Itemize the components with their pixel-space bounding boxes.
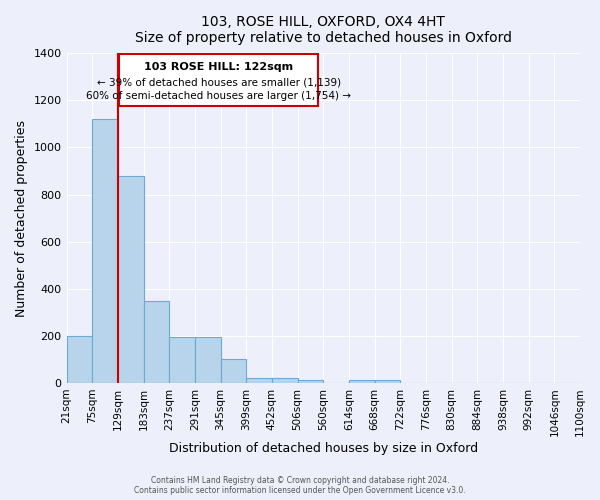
Bar [298,380,323,383]
Text: ← 39% of detached houses are smaller (1,139): ← 39% of detached houses are smaller (1,… [97,78,341,88]
FancyBboxPatch shape [119,54,318,106]
Text: 103 ROSE HILL: 122sqm: 103 ROSE HILL: 122sqm [144,62,293,72]
Bar [118,176,143,383]
Bar [169,337,195,383]
Title: 103, ROSE HILL, OXFORD, OX4 4HT
Size of property relative to detached houses in : 103, ROSE HILL, OXFORD, OX4 4HT Size of … [135,15,512,45]
Bar [92,119,118,383]
Bar [374,380,400,383]
X-axis label: Distribution of detached houses by size in Oxford: Distribution of detached houses by size … [169,442,478,455]
Bar [143,300,169,383]
Y-axis label: Number of detached properties: Number of detached properties [15,120,28,316]
Bar [272,378,298,383]
Bar [349,380,374,383]
Bar [221,360,246,383]
Text: 60% of semi-detached houses are larger (1,754) →: 60% of semi-detached houses are larger (… [86,92,351,102]
Text: Contains HM Land Registry data © Crown copyright and database right 2024.
Contai: Contains HM Land Registry data © Crown c… [134,476,466,495]
Bar [246,378,272,383]
Bar [67,336,92,383]
Bar [195,337,221,383]
